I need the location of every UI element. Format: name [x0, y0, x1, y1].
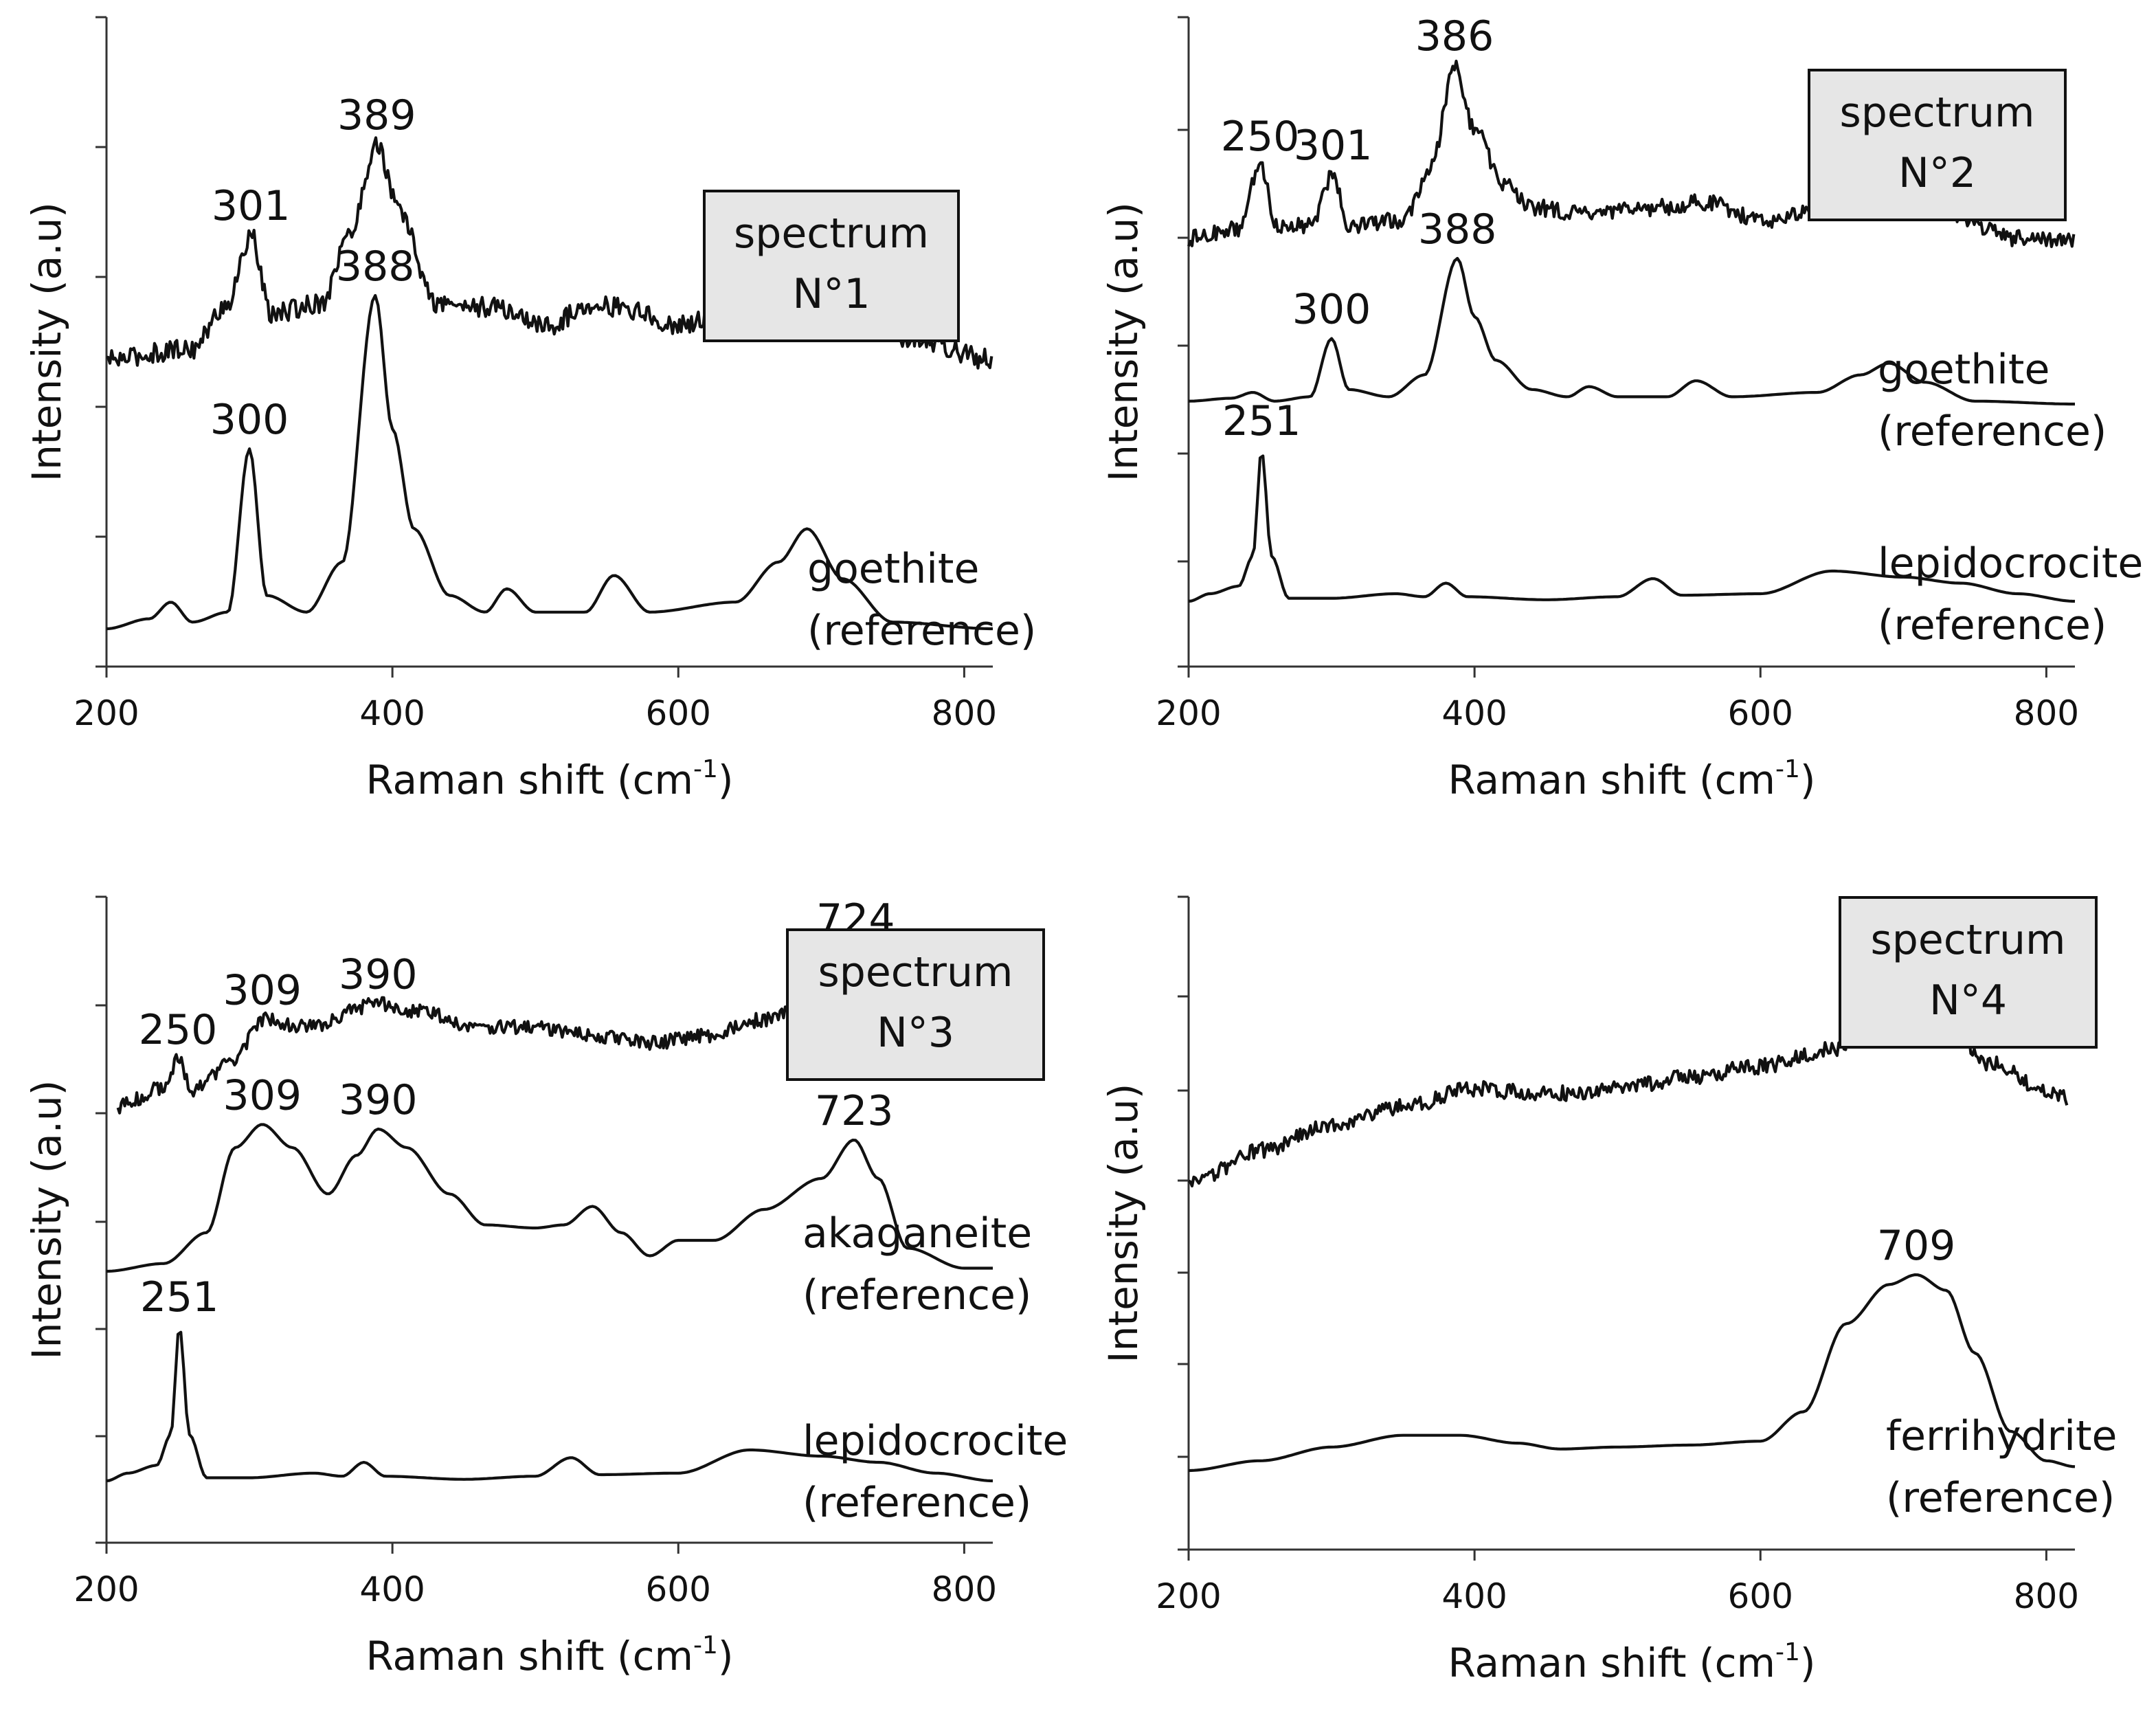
peak-label: 390: [339, 1076, 418, 1124]
x-tick-label: 400: [1441, 693, 1507, 733]
peak-label: 251: [1222, 397, 1301, 445]
spectrum-box: [703, 190, 960, 342]
peak-label: 390: [339, 951, 418, 999]
peak-label: 723: [815, 1087, 894, 1135]
x-tick-label: 400: [1441, 1576, 1507, 1616]
reference-label: lepidocrocite: [802, 1417, 1068, 1465]
spectrum-box-label: N°3: [877, 1009, 954, 1057]
x-tick-label: 400: [359, 693, 425, 733]
peak-label: 300: [210, 396, 289, 444]
x-axis-label: Raman shift (cm-1): [366, 755, 733, 803]
spectrum-box-label: N°2: [1898, 149, 1976, 197]
peak-label: 250: [139, 1006, 218, 1054]
spectrum-box-label: N°4: [1929, 976, 2007, 1025]
reference-label: goethite: [1878, 346, 2050, 394]
panel-1: 200 400 600 800 Raman shift (cm-1) Intensity …: [23, 16, 1036, 803]
x-tick-label: 600: [646, 1570, 711, 1609]
panel-2: 200 400 600 800 Raman shift (cm-1) Intensity …: [1100, 12, 2143, 803]
x-tick-label: 600: [1728, 1576, 1793, 1616]
reference-label: lepidocrocite: [1878, 539, 2143, 588]
peak-label: 301: [212, 182, 291, 230]
peak-label: 388: [1418, 205, 1497, 254]
y-axis-label: Intensity (a.u): [23, 202, 70, 482]
x-tick-label: 800: [2014, 1576, 2079, 1616]
spectrum-trace: [106, 293, 993, 631]
x-tick-label: 200: [1156, 693, 1221, 733]
reference-label: goethite: [807, 545, 979, 593]
reference-label: akaganeite: [802, 1209, 1032, 1258]
peak-label: 309: [223, 1071, 302, 1119]
x-tick-label: 600: [1728, 693, 1793, 733]
spectrum-box-label: spectrum: [734, 210, 929, 258]
peak-label: 250: [1221, 113, 1300, 161]
spectrum-trace: [1188, 256, 2075, 406]
peak-label: 251: [140, 1273, 219, 1321]
spectrum-trace: [1188, 1273, 2076, 1473]
reference-label: (reference): [802, 1271, 1031, 1319]
x-tick-label: 800: [932, 1570, 997, 1609]
peak-label: 388: [336, 243, 415, 291]
peak-label: 300: [1292, 286, 1371, 334]
x-axis-label: Raman shift (cm-1): [1448, 1638, 1815, 1686]
y-axis-label: Intensity (a.u): [23, 1080, 70, 1360]
peak-label: 709: [1877, 1222, 1956, 1270]
x-tick-label: 200: [74, 1570, 139, 1609]
reference-label: (reference): [1886, 1474, 2115, 1522]
spectrum-box: [1808, 69, 2067, 221]
spectrum-trace: [106, 1330, 993, 1483]
peak-label: 386: [1415, 12, 1494, 60]
spectrum-box: [786, 928, 1045, 1081]
reference-label: (reference): [807, 607, 1036, 655]
panel-4: 200 400 600 800 Raman shift (cm-1) Intensity …: [1100, 895, 2117, 1686]
y-axis-label: Intensity (a.u): [1100, 1084, 1147, 1363]
spectrum-box-label: spectrum: [1871, 916, 2066, 964]
x-axis-label: Raman shift (cm-1): [1448, 755, 1815, 803]
spectrum-box-label: N°1: [792, 270, 870, 318]
spectrum-box: [1839, 896, 2098, 1049]
x-axis-label: Raman shift (cm-1): [366, 1631, 733, 1679]
x-tick-label: 200: [1156, 1576, 1221, 1616]
y-axis-label: Intensity (a.u): [1100, 202, 1147, 482]
reference-label: (reference): [1878, 601, 2107, 649]
x-tick-label: 600: [646, 693, 711, 733]
spectrum-box-label: spectrum: [1840, 89, 2035, 137]
peak-label: 309: [223, 967, 302, 1015]
x-tick-label: 400: [359, 1570, 425, 1609]
peak-label: 301: [1294, 122, 1373, 170]
spectrum-trace: [1188, 454, 2076, 603]
spectrum-trace: [106, 1123, 993, 1273]
spectrum-box-label: spectrum: [818, 948, 1013, 996]
reference-label: (reference): [1878, 407, 2107, 456]
x-tick-label: 200: [74, 693, 139, 733]
panel-3: 200 400 600 800 Raman shift (cm-1) Intensity …: [23, 895, 1068, 1679]
x-tick-label: 800: [932, 693, 997, 733]
peak-label: 389: [337, 91, 416, 139]
x-tick-label: 800: [2014, 693, 2079, 733]
reference-label: (reference): [802, 1479, 1031, 1527]
reference-label: ferrihydrite: [1886, 1412, 2117, 1460]
